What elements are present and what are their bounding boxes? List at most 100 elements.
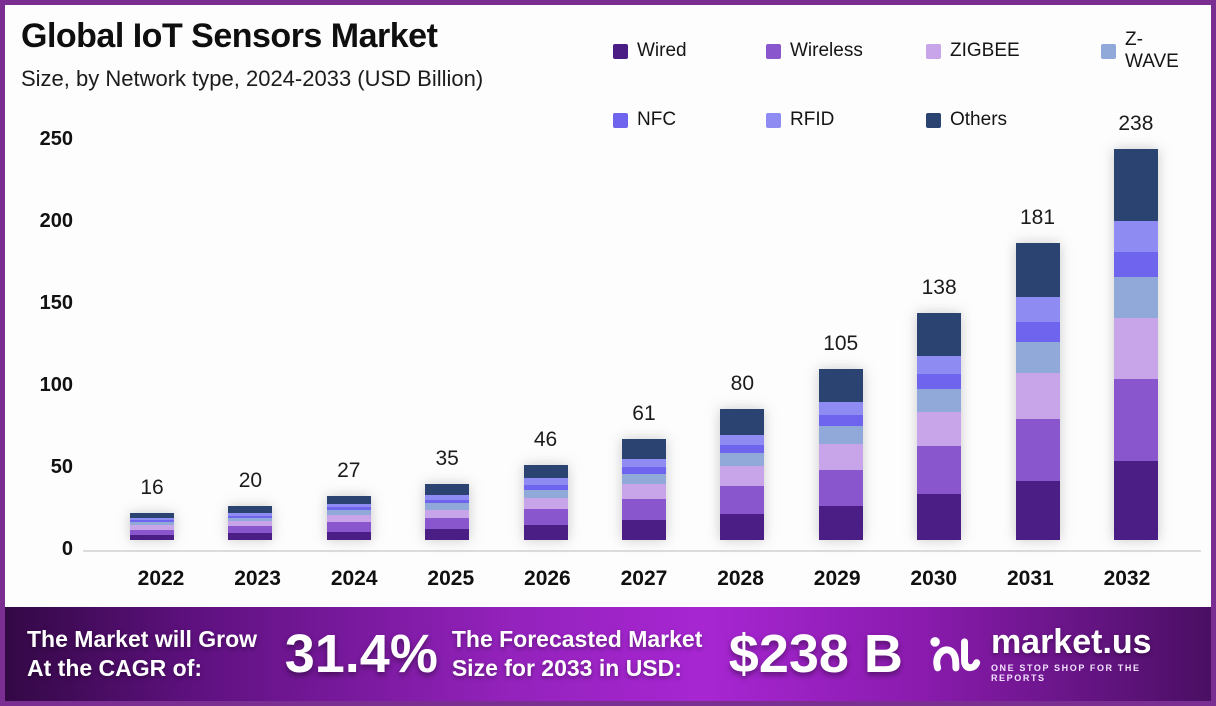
legend-item-z-wave: Z-WAVE [1101, 29, 1195, 73]
bar-column-2022: 16 [129, 476, 175, 540]
legend-item-zigbee: ZIGBEE [926, 29, 1101, 73]
bar-segment-others [130, 513, 174, 518]
bar-column-2023: 20 [227, 469, 273, 540]
bar-total-label: 80 [730, 372, 755, 395]
bar-column-2028: 80 [719, 372, 765, 540]
bar-segment-wired [425, 529, 470, 540]
bar-stack-2031 [1015, 243, 1060, 540]
bar-segment-zigbee [425, 510, 470, 518]
x-tick-label-2027: 2027 [620, 567, 668, 590]
bar-segment-zigbee [621, 484, 666, 499]
bar-segment-z-wave [228, 518, 273, 521]
bar-segment-z-wave [130, 522, 174, 525]
bar-segment-rfid [1113, 221, 1158, 252]
x-tick-label-2025: 2025 [427, 567, 475, 590]
x-axis-baseline [83, 550, 1201, 552]
bar-column-2032: 238 [1113, 112, 1159, 540]
bar-segment-rfid [523, 478, 568, 485]
bar-segment-wired [720, 514, 765, 540]
bar-segment-others [917, 313, 962, 356]
chart-header: Global IoT Sensors Market Size, by Netwo… [21, 17, 596, 92]
bar-stack-2022 [130, 513, 174, 540]
bar-segment-wireless [917, 446, 962, 494]
legend-swatch-icon [613, 43, 628, 59]
brand-name: market.us [990, 623, 1152, 661]
market-us-swirl-icon [930, 637, 981, 672]
bar-total-label: 35 [435, 447, 459, 470]
bar-segment-wireless [228, 526, 273, 533]
bar-segment-zigbee [1113, 318, 1158, 379]
brand-text-block: market.us ONE STOP SHOP FOR THE REPORTS [991, 625, 1189, 683]
bar-segment-wireless [523, 509, 568, 525]
legend-item-others: Others [926, 109, 1101, 131]
brand-logo: market.us ONE STOP SHOP FOR THE REPORTS [929, 625, 1189, 683]
bar-segment-wired [228, 533, 273, 540]
bar-segment-rfid [720, 435, 765, 445]
legend-item-wired: Wired [613, 29, 766, 73]
brand-tagline: ONE STOP SHOP FOR THE REPORTS [990, 663, 1141, 683]
y-tick-label: 200 [39, 210, 73, 232]
legend-item-wireless: Wireless [766, 29, 926, 73]
bar-stack-2029 [818, 369, 863, 540]
bar-segment-z-wave [523, 490, 568, 498]
bar-stack-2032 [1113, 149, 1158, 540]
bar-segment-wired [621, 520, 666, 540]
y-tick-label: 0 [61, 538, 73, 560]
bar-column-2025: 35 [424, 447, 470, 540]
bar-segment-nfc [818, 415, 863, 426]
x-tick-label-2028: 2028 [717, 567, 764, 590]
x-tick-label-2030: 2030 [910, 567, 958, 590]
bar-segment-nfc [523, 485, 568, 490]
bar-total-label: 105 [823, 332, 859, 355]
y-tick-label: 150 [39, 292, 73, 314]
bar-column-2027: 61 [621, 402, 667, 540]
bar-segment-wired [917, 494, 962, 540]
bar-segment-z-wave [917, 389, 962, 412]
bar-segment-zigbee [1015, 373, 1060, 419]
bar-segment-wired [130, 535, 174, 540]
bar-segment-wireless [1015, 419, 1060, 481]
cagr-value: 31.4% [284, 624, 438, 684]
cagr-label-line1: The Market will Grow [27, 625, 258, 652]
page-subtitle: Size, by Network type, 2024-2033 (USD Bi… [21, 66, 484, 91]
bar-stack-2028 [720, 409, 765, 540]
bar-segment-wired [1113, 461, 1158, 540]
bar-segment-rfid [917, 356, 962, 374]
bar-segment-others [425, 484, 470, 495]
legend-item-rfid: RFID [766, 109, 926, 131]
bar-segment-wireless [621, 499, 666, 520]
bar-segment-others [1015, 243, 1060, 297]
bar-segment-nfc [720, 445, 765, 453]
bar-segment-z-wave [818, 426, 863, 444]
x-tick-label-2029: 2029 [813, 567, 861, 590]
bar-segment-z-wave [326, 510, 371, 515]
legend-swatch-icon [766, 43, 781, 59]
legend-label: Others [950, 109, 1008, 130]
bar-segment-rfid [1015, 297, 1060, 322]
bar-column-2024: 27 [326, 459, 372, 540]
y-tick-label: 100 [39, 374, 73, 396]
bar-stack-2027 [621, 439, 666, 540]
forecast-label-line2: Size for 2033 in USD: [451, 655, 682, 681]
forecast-value: $238 B [728, 624, 903, 684]
bar-total-label: 20 [238, 469, 263, 492]
bar-segment-others [1113, 149, 1158, 221]
bar-segment-nfc [326, 507, 371, 510]
bar-stack-2026 [523, 465, 568, 540]
bar-segment-others [228, 506, 273, 513]
bar-stack-2025 [425, 484, 470, 540]
bar-segment-zigbee [130, 525, 174, 530]
bar-segment-others [818, 369, 863, 402]
bar-segment-nfc [228, 516, 273, 518]
bar-total-label: 16 [140, 476, 164, 499]
bar-segment-wireless [1113, 379, 1158, 461]
footer-banner: The Market will Grow At the CAGR of: 31.… [5, 607, 1211, 701]
y-tick-label: 50 [50, 456, 73, 478]
bar-segment-others [720, 409, 765, 435]
bar-segment-wireless [326, 522, 371, 532]
x-axis-labels: 2022 2023 2024 2025 2026 2027 2028 2029 2030 2031… [129, 567, 1159, 591]
legend-swatch-icon [613, 112, 628, 128]
x-tick-label-2026: 2026 [524, 567, 571, 590]
bar-total-label: 61 [632, 402, 656, 425]
